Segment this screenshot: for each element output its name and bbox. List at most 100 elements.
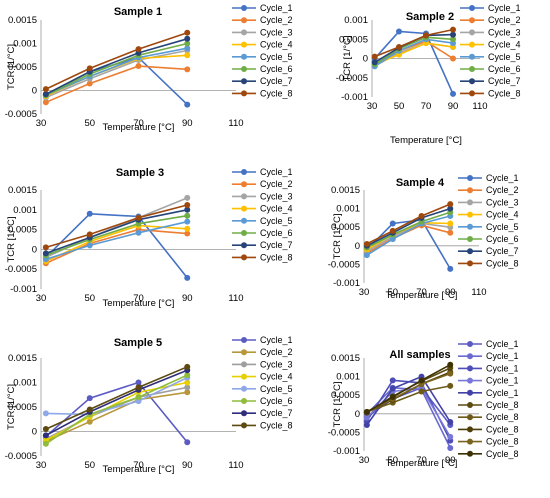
data-point bbox=[86, 406, 93, 413]
series-line bbox=[374, 28, 454, 58]
y-tick-label: 0 bbox=[355, 241, 360, 252]
data-point bbox=[423, 32, 429, 39]
x-tick-label: 70 bbox=[133, 118, 144, 129]
series-line bbox=[45, 65, 188, 104]
y-tick-label: -0.001 bbox=[10, 284, 37, 295]
chart-title: Sample 4 bbox=[396, 177, 445, 189]
legend-marker bbox=[241, 181, 247, 188]
legend-label: Cycle_8 bbox=[486, 400, 519, 410]
legend-label: Cycle_3 bbox=[260, 191, 293, 201]
data-point bbox=[396, 28, 402, 35]
legend-marker bbox=[241, 53, 247, 60]
legend-marker bbox=[467, 414, 473, 421]
chart-panel-4: Sample 4 -0.001 -0.0005 0 0.0005 0.001 0.0015 3… bbox=[328, 173, 519, 301]
data-point bbox=[447, 361, 454, 368]
data-point bbox=[184, 194, 191, 201]
data-point bbox=[86, 242, 93, 249]
x-tick-label: 110 bbox=[228, 460, 243, 471]
data-point bbox=[450, 90, 456, 97]
legend-marker bbox=[241, 169, 247, 175]
series-line bbox=[45, 49, 188, 99]
legend-marker bbox=[241, 361, 247, 368]
legend-label: Cycle_6 bbox=[488, 64, 521, 74]
series-line bbox=[374, 36, 454, 65]
data-point bbox=[363, 408, 370, 415]
legend-label: Cycle_5 bbox=[260, 52, 293, 62]
legend-label: Cycle_6 bbox=[260, 396, 293, 406]
legend-label: Cycle_2 bbox=[260, 179, 293, 189]
data-point bbox=[389, 220, 396, 227]
legend-marker bbox=[467, 248, 473, 255]
legend-label: Cycle_2 bbox=[260, 15, 293, 25]
data-point bbox=[42, 99, 49, 106]
x-tick-label: 30 bbox=[359, 287, 370, 298]
series-line bbox=[366, 211, 451, 249]
y-tick-label: 0.001 bbox=[336, 372, 360, 383]
x-tick-label: 90 bbox=[182, 293, 193, 304]
data-point bbox=[86, 418, 93, 425]
legend-marker bbox=[467, 260, 473, 267]
data-point bbox=[42, 86, 49, 93]
chart-panel-3: Sample 3 -0.001 -0.0005 0 0.0005 0.001 0.0015 3… bbox=[5, 167, 293, 309]
legend-label: Cycle_4 bbox=[260, 372, 293, 382]
legend-label: Cycle_1 bbox=[486, 173, 519, 183]
legend-marker bbox=[469, 78, 475, 85]
data-point bbox=[184, 45, 191, 52]
data-point bbox=[371, 59, 378, 66]
series-line bbox=[45, 366, 188, 430]
legend-label: Cycle_5 bbox=[488, 52, 521, 62]
chart-title: Sample 2 bbox=[406, 11, 454, 23]
legend-marker bbox=[469, 53, 475, 60]
legend-label: Cycle_5 bbox=[260, 384, 293, 394]
x-tick-label: 70 bbox=[421, 101, 432, 112]
data-point bbox=[363, 414, 370, 421]
data-point bbox=[418, 213, 425, 220]
chart-title: Sample 3 bbox=[116, 167, 164, 179]
legend-marker bbox=[241, 422, 247, 429]
x-tick-label: 110 bbox=[228, 118, 243, 129]
legend-label: Cycle_7 bbox=[260, 240, 293, 250]
x-tick-label: 30 bbox=[359, 455, 370, 466]
legend-marker bbox=[469, 17, 475, 24]
legend-marker bbox=[241, 78, 247, 85]
data-point bbox=[184, 230, 191, 237]
data-point bbox=[389, 377, 396, 384]
x-axis-label: Temperature [°C] bbox=[386, 290, 458, 301]
x-tick-label: 30 bbox=[36, 460, 47, 471]
legend-label: Cycle_1 bbox=[486, 351, 519, 361]
x-tick-label: 110 bbox=[471, 287, 486, 298]
series-line bbox=[45, 369, 188, 437]
legend-marker bbox=[241, 17, 247, 24]
x-tick-label: 90 bbox=[182, 460, 193, 471]
data-point bbox=[418, 377, 425, 384]
data-point bbox=[184, 66, 191, 73]
legend-marker bbox=[467, 365, 473, 372]
y-tick-label: -0.0005 bbox=[328, 259, 360, 270]
data-point bbox=[447, 229, 454, 236]
data-point bbox=[184, 218, 191, 225]
legend-marker bbox=[241, 398, 247, 404]
data-point bbox=[447, 201, 454, 208]
x-tick-label: 30 bbox=[36, 118, 47, 129]
x-tick-label: 50 bbox=[387, 455, 398, 466]
x-tick-label: 30 bbox=[36, 293, 47, 304]
series-line bbox=[45, 228, 188, 265]
x-tick-label: 50 bbox=[84, 460, 95, 471]
x-tick-label: 70 bbox=[133, 460, 144, 471]
legend-marker bbox=[241, 373, 247, 380]
data-point bbox=[86, 65, 93, 72]
legend-label: Cycle_5 bbox=[486, 222, 519, 232]
legend-label: Cycle_4 bbox=[486, 210, 519, 220]
series-line bbox=[45, 212, 188, 279]
series-line bbox=[45, 376, 188, 416]
series-line bbox=[45, 38, 188, 96]
data-point bbox=[447, 220, 454, 227]
legend-marker bbox=[241, 230, 247, 236]
data-point bbox=[447, 445, 454, 452]
data-point bbox=[447, 370, 454, 377]
y-axis-label: TCR [1/°C] bbox=[332, 213, 343, 259]
chart-panel-2: Sample 2 -0.001 -0.0005 0 0.0005 0.001 30 50 70 9… bbox=[336, 3, 521, 146]
legend-label: Cycle_6 bbox=[260, 64, 293, 74]
data-point bbox=[42, 250, 49, 257]
data-point bbox=[184, 439, 191, 446]
